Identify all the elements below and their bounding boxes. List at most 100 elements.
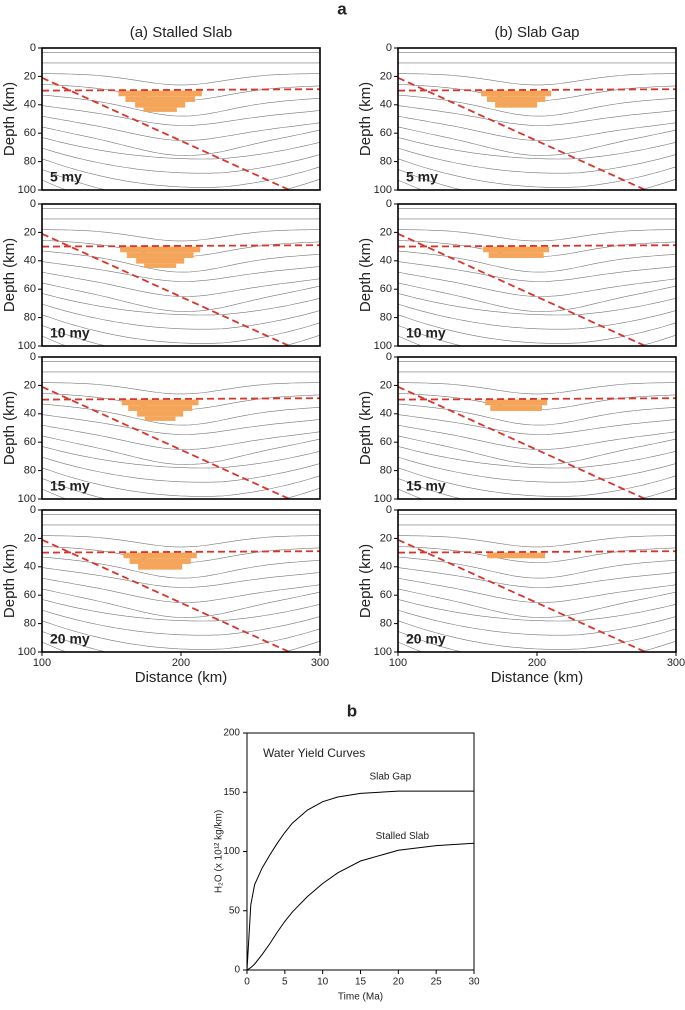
y-tick-label: 150	[223, 787, 240, 798]
y-tick-label: 0	[386, 504, 392, 516]
y-tick-label: 60	[380, 283, 392, 295]
contour-line	[398, 631, 676, 652]
contour-line	[398, 271, 676, 297]
y-tick-label: 40	[380, 99, 392, 111]
melt-zone	[143, 107, 177, 112]
contour-line	[42, 535, 320, 548]
y-tick-label: 80	[24, 156, 36, 168]
y-tick-label: 0	[386, 42, 392, 54]
series-line	[398, 232, 646, 346]
series-line	[246, 842, 475, 971]
contour-line	[398, 588, 676, 618]
melt-zone	[118, 90, 202, 97]
contour-line	[398, 467, 676, 497]
series-line	[42, 550, 320, 554]
y-tick-label: 20	[24, 70, 36, 82]
contour-line	[398, 105, 676, 126]
plot-area	[398, 514, 676, 652]
melt-zone	[144, 416, 176, 421]
y-tick-label: 80	[24, 312, 36, 324]
y-axis-label: Depth (km)	[357, 544, 374, 618]
y-tick-label: 40	[24, 408, 36, 420]
contour-line	[398, 147, 676, 174]
y-tick-label: 20	[380, 70, 392, 82]
series-line	[42, 76, 290, 190]
y-tick-label: 60	[380, 589, 392, 601]
y-tick-label: 60	[24, 589, 36, 601]
column-title: (a) Stalled Slab	[130, 24, 233, 41]
contour-line	[42, 325, 320, 346]
contour-line	[398, 446, 676, 469]
contour-line	[398, 250, 676, 273]
contour-line	[42, 293, 320, 316]
contour-line	[398, 382, 676, 395]
series-line	[398, 244, 676, 248]
y-axis-label: Depth (km)	[1, 82, 18, 156]
panel-label: 20 my	[50, 631, 90, 647]
plot-area	[398, 52, 676, 190]
series-line	[398, 538, 646, 652]
series-line	[398, 76, 646, 190]
x-tick-label: 30	[468, 977, 480, 988]
plot-area	[42, 52, 320, 190]
melt-zone	[144, 263, 177, 268]
contour-line	[398, 73, 676, 86]
contour-line	[398, 546, 676, 563]
y-axis-label: H₂O (x 10¹² kg/km)	[214, 810, 225, 893]
y-tick-label: 20	[24, 379, 36, 391]
series-line	[42, 244, 320, 248]
plot-frame	[397, 47, 677, 191]
panel-label: 5 my	[406, 169, 438, 185]
contour-line	[42, 435, 320, 465]
plot-area	[42, 361, 320, 499]
x-tick-label: 10	[317, 977, 329, 988]
contour-line	[42, 556, 320, 579]
y-tick-label: 0	[30, 42, 36, 54]
melt-zone	[486, 96, 546, 102]
y-tick-label: 80	[380, 156, 392, 168]
figure-label: b	[347, 701, 357, 720]
melt-zone	[136, 257, 185, 264]
contour-line	[398, 435, 676, 465]
contour-line	[398, 556, 676, 579]
panel-label: 10 my	[50, 325, 90, 341]
y-tick-label: 80	[24, 465, 36, 477]
series-line	[42, 232, 290, 346]
contour-line	[398, 577, 676, 603]
contour-line	[42, 631, 320, 652]
x-tick-label: 300	[667, 657, 685, 669]
y-axis-label: Depth (km)	[357, 82, 374, 156]
series-line	[42, 397, 320, 401]
plot-area	[42, 514, 320, 652]
y-tick-label: 20	[24, 226, 36, 238]
contour-line	[42, 456, 320, 483]
contour-line	[398, 620, 676, 650]
y-tick-label: 40	[24, 255, 36, 267]
plot-frame	[41, 47, 321, 191]
y-tick-label: 80	[24, 618, 36, 630]
y-tick-label: 100	[18, 340, 36, 352]
plot-frame	[397, 356, 677, 500]
contour-line	[42, 478, 320, 499]
y-tick-label: 20	[380, 379, 392, 391]
contour-line	[398, 261, 676, 282]
panel-label: 10 my	[406, 325, 446, 341]
y-tick-label: 60	[24, 127, 36, 139]
figure-label: a	[337, 0, 347, 18]
contour-line	[42, 347, 320, 386]
y-axis-label: Depth (km)	[1, 238, 18, 312]
melt-zone	[129, 558, 191, 564]
contour-line	[398, 229, 676, 242]
contour-line	[398, 115, 676, 141]
contour-line	[398, 137, 676, 160]
y-tick-label: 0	[386, 198, 392, 210]
contour-line	[42, 115, 320, 141]
contour-line	[398, 599, 676, 622]
melt-zone	[123, 552, 197, 559]
y-tick-label: 20	[380, 226, 392, 238]
melt-zone	[125, 96, 195, 102]
x-tick-label: 200	[172, 657, 190, 669]
x-tick-label: 20	[393, 977, 405, 988]
series-line	[42, 88, 320, 92]
y-tick-label: 100	[18, 493, 36, 505]
